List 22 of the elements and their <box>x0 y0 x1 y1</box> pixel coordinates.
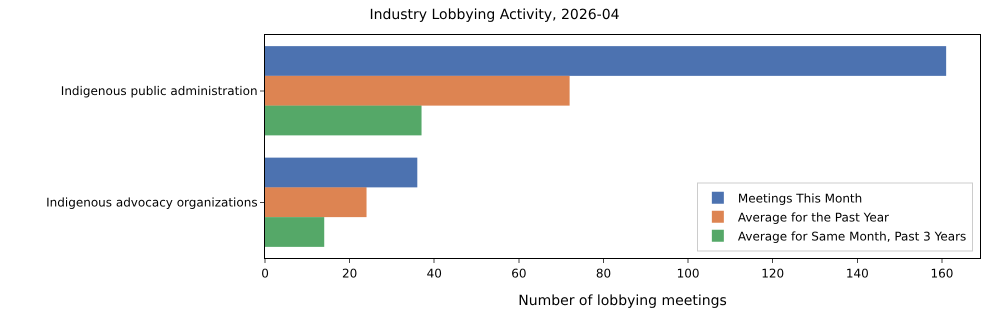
bar <box>265 217 324 247</box>
legend-label: Average for Same Month, Past 3 Years <box>738 229 966 244</box>
x-tick-label: 120 <box>761 266 784 280</box>
x-tick-label: 140 <box>846 266 869 280</box>
x-tick-label: 60 <box>511 266 526 280</box>
bar <box>265 76 570 106</box>
x-tick-label: 160 <box>930 266 954 280</box>
chart-title: Industry Lobbying Activity, 2026-04 <box>369 7 620 24</box>
x-tick-label: 20 <box>342 266 358 280</box>
x-tick-label: 100 <box>676 266 700 280</box>
bar <box>265 158 418 188</box>
bar <box>265 106 422 136</box>
x-axis-title: Number of lobbying meetings <box>518 293 727 309</box>
legend-label: Meetings This Month <box>738 191 862 206</box>
bar <box>265 187 367 218</box>
y-tick-label: Indigenous public administration <box>60 84 258 98</box>
x-tick-label: 80 <box>596 266 612 280</box>
x-tick-label: 0 <box>261 266 269 280</box>
y-tick-label: Indigenous advocacy organizations <box>46 195 258 210</box>
legend-label: Average for the Past Year <box>738 210 890 224</box>
bar <box>265 46 946 76</box>
x-tick-label: 40 <box>426 266 442 280</box>
